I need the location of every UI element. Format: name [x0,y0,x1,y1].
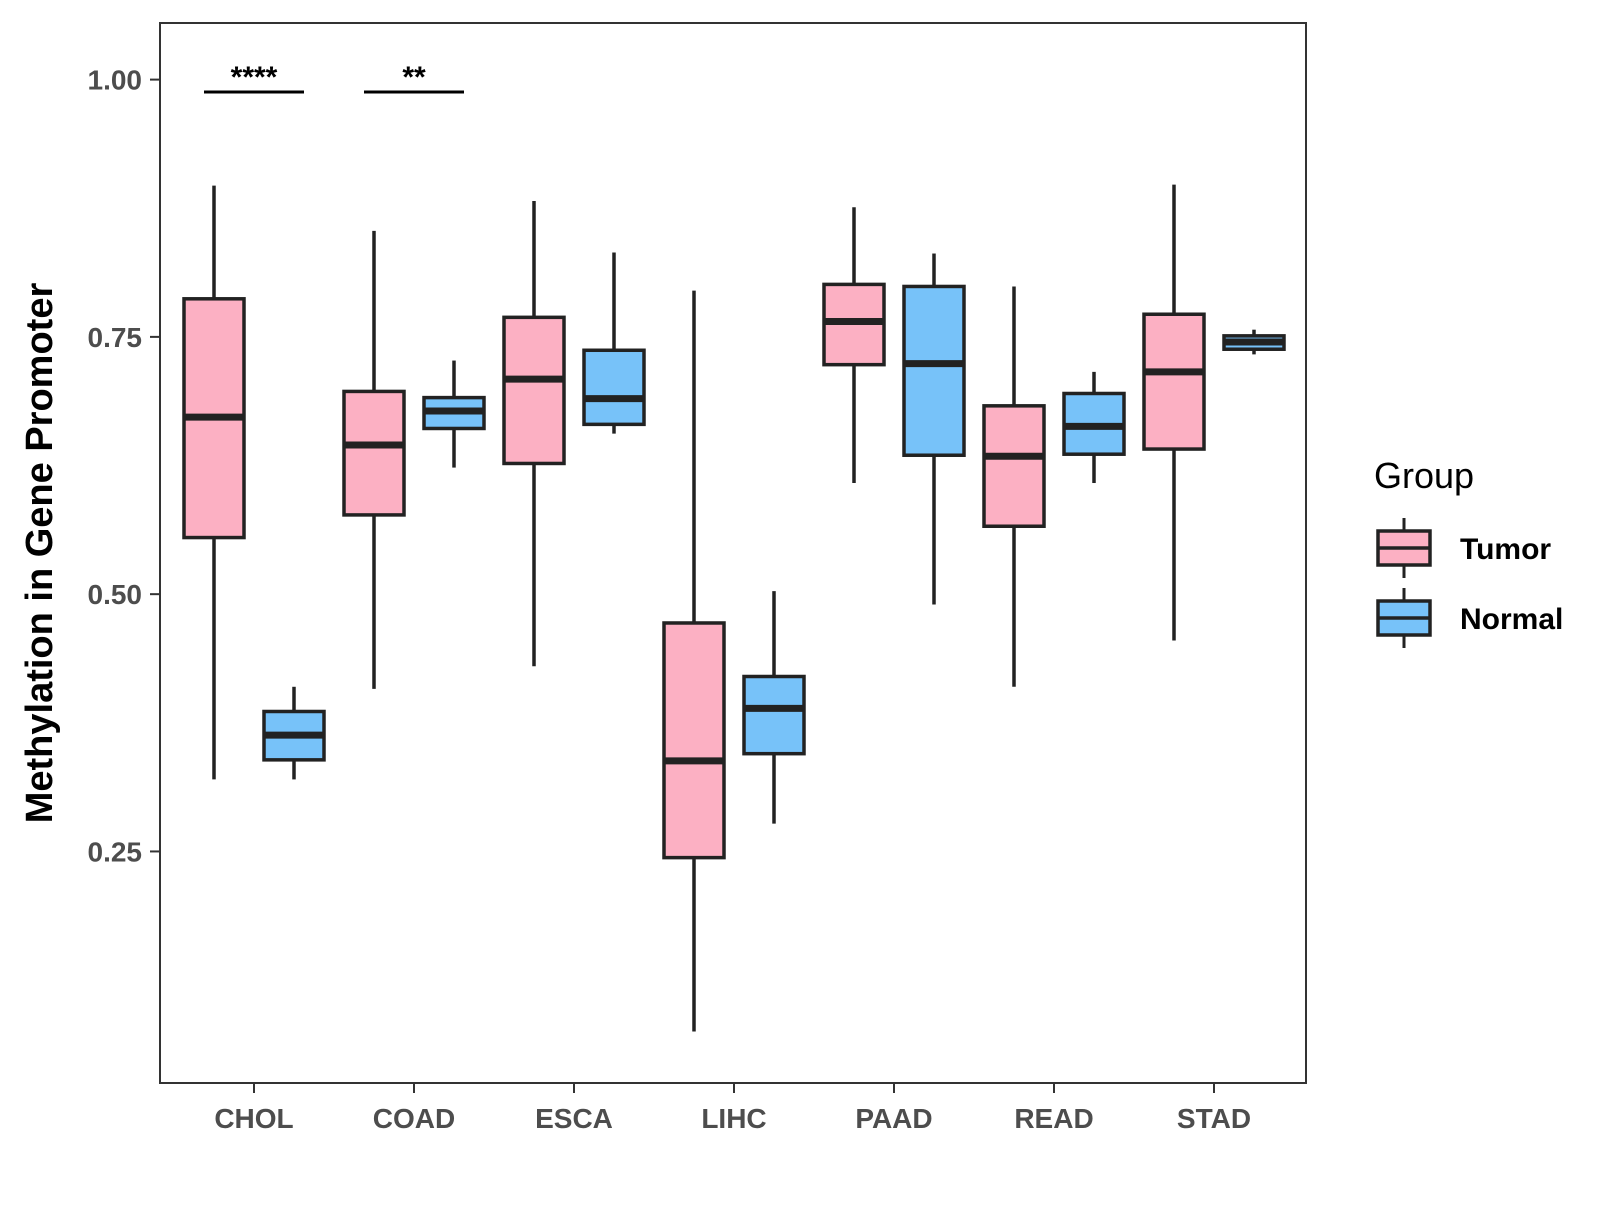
plot-panel [160,23,1306,1083]
box-body [342,389,406,517]
box-body [502,315,566,466]
box-body [982,404,1046,528]
box-tumor-chol [182,185,246,780]
y-tick-label: 0.50 [88,579,143,610]
x-tick-label: LIHC [701,1103,766,1134]
legend-label: Normal [1460,603,1563,636]
x-tick-label: COAD [373,1103,455,1134]
significance-label: **** [231,61,278,94]
x-tick-label: PAAD [855,1103,932,1134]
box-normal-paad [902,253,966,605]
box-tumor-esca [502,201,566,667]
box-normal-coad [422,360,486,468]
legend-title: Group [1374,455,1474,496]
box-normal-esca [582,252,646,434]
box-normal-stad [1222,329,1286,355]
significance-coad: ** [364,61,464,94]
axis-ticks: 0.25 0.50 0.75 1.00 CHOL COAD ESCA LIHC PAAD READ… [88,65,1252,1134]
plot-panel-border [159,22,1307,1084]
significance-chol: **** [204,61,304,94]
legend-entry-normal: Normal [1376,588,1563,648]
y-tick-label: 1.00 [88,65,143,96]
x-tick-label: STAD [1177,1103,1251,1134]
box-body [582,348,646,427]
significance-label: ** [402,61,426,94]
box-body [902,284,966,457]
box-normal-read [1062,371,1126,484]
box-tumor-coad [342,230,406,689]
box-tumor-stad [1142,184,1206,641]
legend-entry-tumor: Tumor [1376,518,1551,578]
box-body [742,674,806,756]
legend-label: Tumor [1460,533,1551,566]
box-tumor-paad [822,207,886,484]
box-body [1142,312,1206,451]
box-tumor-lihc [662,290,726,1032]
y-tick-label: 0.25 [88,836,143,867]
box-normal-lihc [742,591,806,824]
significance-annotations: **** ** [204,61,464,94]
box-body [662,621,726,860]
x-tick-label: READ [1014,1103,1093,1134]
legend: Group Tumor Normal [1374,455,1563,648]
x-tick-label: CHOL [214,1103,293,1134]
box-layer [182,184,1286,1032]
box-tumor-read [982,286,1046,687]
y-axis-title: Methylation in Gene Promoter [19,283,61,824]
y-tick-label: 0.75 [88,322,143,353]
x-tick-label: ESCA [535,1103,613,1134]
box-normal-chol [262,686,326,780]
